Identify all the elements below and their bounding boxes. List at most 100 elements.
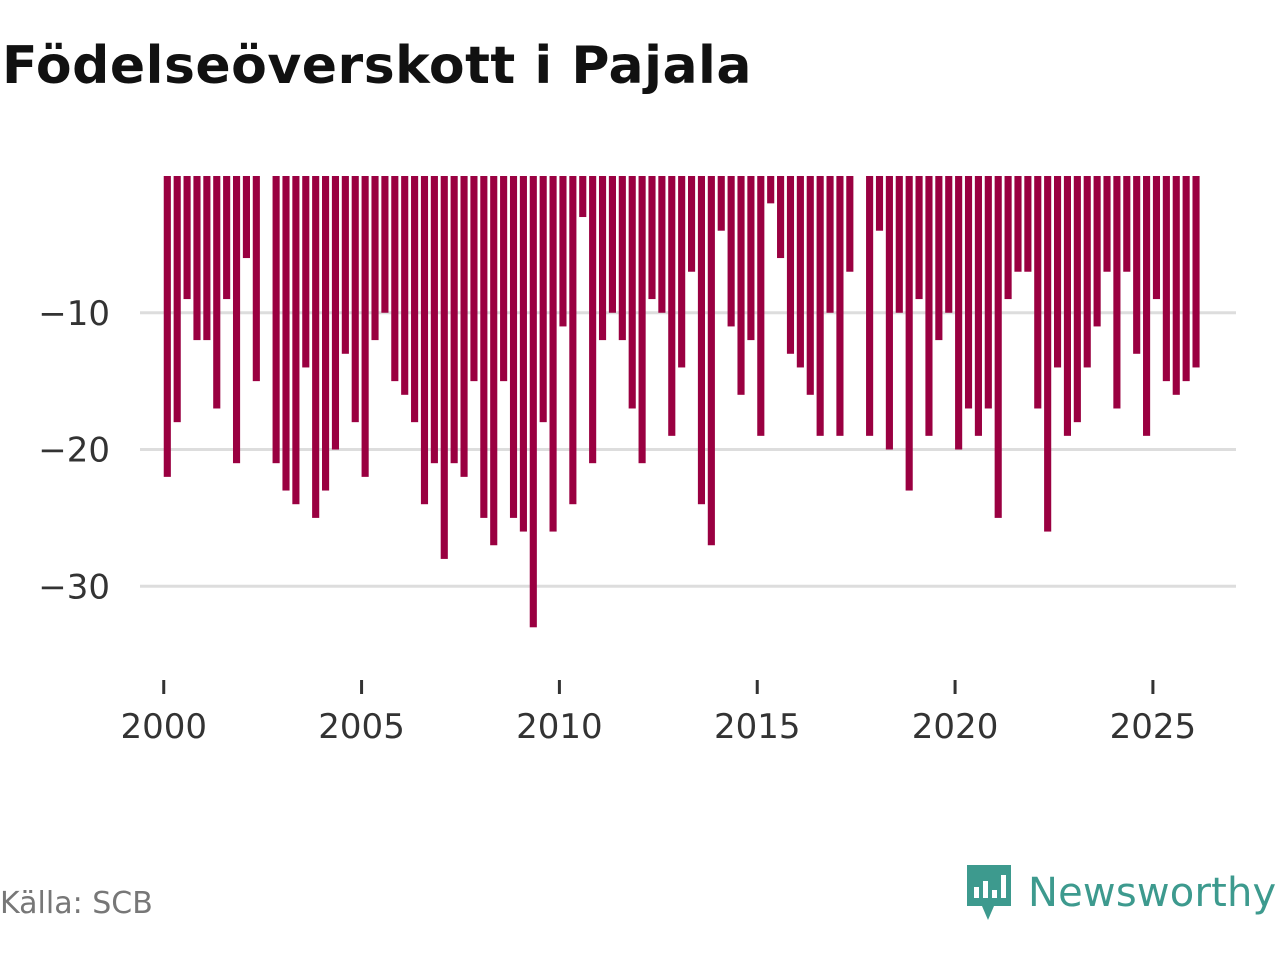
bar bbox=[757, 176, 765, 436]
bar bbox=[875, 176, 884, 231]
bar bbox=[717, 176, 725, 231]
bar bbox=[351, 176, 359, 423]
bar bbox=[529, 176, 537, 628]
bar bbox=[312, 176, 320, 518]
bar bbox=[777, 176, 785, 259]
bar bbox=[945, 176, 953, 313]
bar bbox=[767, 176, 775, 204]
bar bbox=[727, 176, 735, 327]
bar bbox=[1044, 176, 1052, 532]
bar bbox=[549, 176, 557, 532]
bar bbox=[1103, 176, 1111, 272]
newsworthy-logo-icon bbox=[967, 865, 1011, 920]
bar bbox=[1093, 176, 1101, 327]
bar bbox=[232, 176, 241, 464]
bar bbox=[846, 176, 854, 272]
y-tick-label: −30 bbox=[38, 567, 110, 607]
bar bbox=[688, 176, 696, 272]
bar bbox=[1014, 176, 1022, 272]
bar-series bbox=[163, 176, 1200, 628]
bar bbox=[964, 176, 973, 409]
bar bbox=[292, 176, 300, 505]
bar bbox=[569, 176, 577, 505]
bar bbox=[480, 176, 488, 518]
x-tick-label: 2015 bbox=[714, 707, 801, 747]
bar bbox=[648, 176, 656, 300]
bar bbox=[955, 176, 963, 450]
bar bbox=[1143, 176, 1151, 436]
bar bbox=[203, 176, 211, 341]
bar bbox=[193, 176, 201, 341]
bar bbox=[371, 176, 379, 341]
bar bbox=[1034, 176, 1042, 409]
bar bbox=[242, 176, 250, 259]
bar bbox=[519, 176, 527, 532]
bar bbox=[737, 176, 745, 395]
bar bbox=[618, 176, 626, 341]
bar bbox=[1172, 176, 1180, 395]
brand-logo: Newsworthy bbox=[964, 862, 1276, 924]
bar bbox=[223, 176, 231, 300]
bar bbox=[420, 176, 429, 505]
chart-title: Födelseöverskott i Pajala bbox=[2, 36, 752, 96]
bar bbox=[401, 176, 409, 395]
source-note: Källa: SCB bbox=[0, 886, 153, 921]
x-tick-label: 2025 bbox=[1110, 707, 1197, 747]
bar bbox=[786, 176, 795, 354]
bar bbox=[470, 176, 478, 382]
y-tick-label: −10 bbox=[38, 294, 110, 334]
bar bbox=[1083, 176, 1091, 368]
x-axis: 2000 2005 2010 2015 2020 2025 bbox=[120, 680, 1196, 747]
bar bbox=[440, 176, 448, 559]
x-tick-label: 2005 bbox=[318, 707, 405, 747]
bar bbox=[806, 176, 814, 395]
bar bbox=[411, 176, 419, 423]
bar bbox=[608, 176, 616, 313]
bar bbox=[747, 176, 755, 341]
bar bbox=[866, 176, 874, 436]
bar bbox=[1024, 176, 1032, 272]
bar bbox=[836, 176, 844, 436]
bar bbox=[579, 176, 587, 218]
bar bbox=[183, 176, 191, 300]
bar bbox=[935, 176, 943, 341]
x-tick-label: 2010 bbox=[516, 707, 603, 747]
bar bbox=[391, 176, 399, 382]
bar bbox=[1004, 176, 1012, 300]
bar bbox=[1073, 176, 1081, 423]
bar bbox=[213, 176, 221, 409]
bar bbox=[381, 176, 389, 313]
bar bbox=[430, 176, 438, 464]
bar bbox=[697, 176, 706, 505]
bar bbox=[638, 176, 646, 464]
bar bbox=[589, 176, 597, 464]
bar bbox=[816, 176, 824, 436]
brand-name: Newsworthy bbox=[1028, 870, 1277, 916]
bar bbox=[302, 176, 310, 368]
bar bbox=[1182, 176, 1190, 382]
bar bbox=[905, 176, 913, 491]
bar bbox=[163, 176, 171, 477]
bar bbox=[1123, 176, 1131, 272]
bar bbox=[460, 176, 468, 477]
bar bbox=[628, 176, 636, 409]
bar bbox=[1192, 176, 1200, 368]
y-tick-label: −20 bbox=[38, 431, 110, 471]
bar bbox=[915, 176, 923, 300]
x-tick-label: 2020 bbox=[912, 707, 999, 747]
bar bbox=[974, 176, 982, 436]
bar bbox=[1113, 176, 1121, 409]
bar bbox=[658, 176, 666, 313]
bar bbox=[984, 176, 992, 409]
bar bbox=[796, 176, 804, 368]
bar bbox=[994, 176, 1002, 518]
bar bbox=[1162, 176, 1170, 382]
bar bbox=[1053, 176, 1062, 368]
bar bbox=[252, 176, 260, 382]
bar bbox=[1152, 176, 1161, 300]
bar bbox=[539, 176, 547, 423]
bar bbox=[826, 176, 834, 313]
bar bbox=[509, 176, 518, 518]
bar bbox=[885, 176, 893, 450]
